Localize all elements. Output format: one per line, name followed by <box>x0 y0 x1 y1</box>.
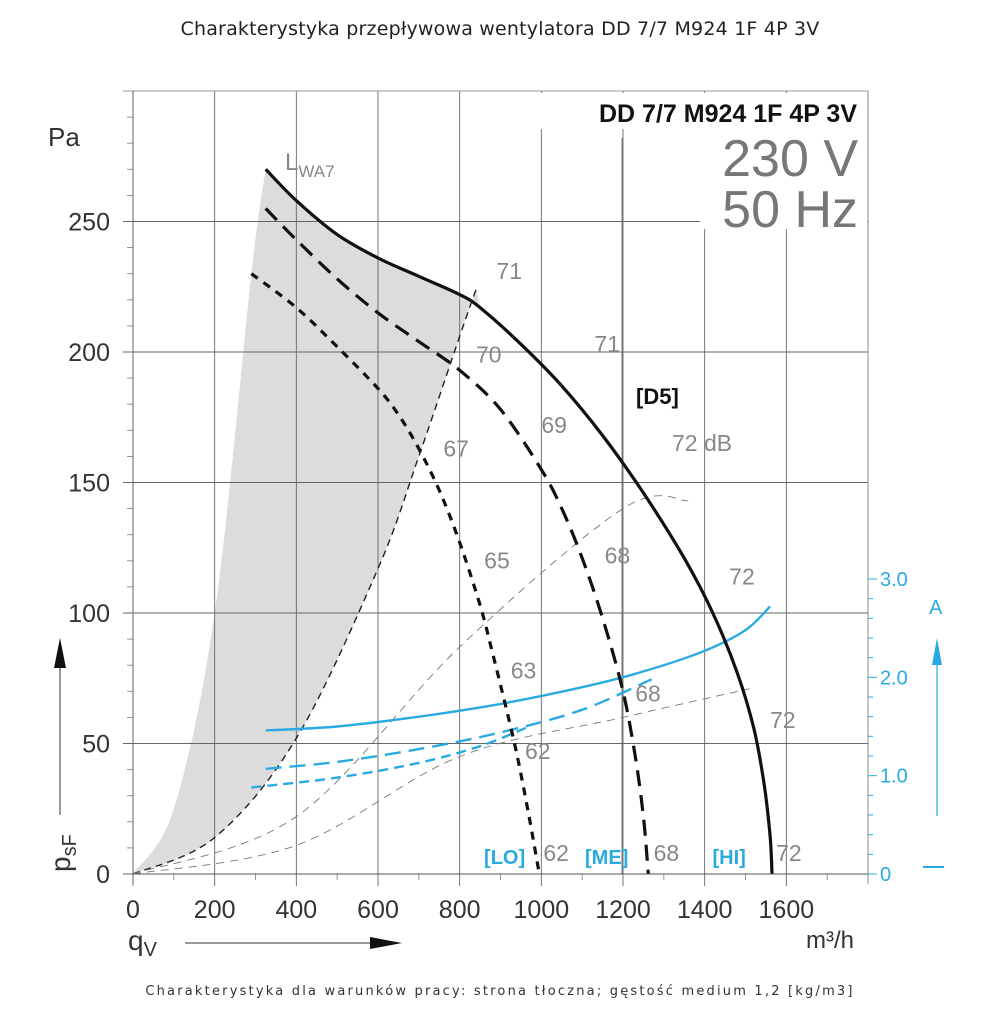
pressure-curve-me <box>264 207 650 875</box>
db-annotation: 65 <box>484 548 510 574</box>
y-tick-label: 150 <box>68 470 110 498</box>
x-tick-label: 1000 <box>514 896 570 924</box>
speed-label-hi: [HI] <box>713 847 746 869</box>
x-tick-label: 1400 <box>677 896 733 924</box>
lwa7-label-main: L <box>285 149 298 176</box>
curve-name-label: [D5] <box>636 384 679 409</box>
system-curve-2 <box>132 495 689 875</box>
y2-axis-arrow-head <box>932 638 942 665</box>
system-curves-layer <box>132 289 750 875</box>
system-curve-3 <box>132 688 750 875</box>
speed-label-me: [ME] <box>585 847 628 869</box>
x-tick-label: 200 <box>194 896 236 924</box>
lwa7-label-sub: WA7 <box>298 162 334 181</box>
model-name: DD 7/7 M924 1F 4P 3V <box>599 100 857 128</box>
db-annotation: 70 <box>476 341 502 367</box>
y2-tick-label: 2.0 <box>880 667 908 689</box>
x-tick-label: 400 <box>275 896 317 924</box>
x-tick-label: 1600 <box>759 896 815 924</box>
db-annotation: 68 <box>605 542 631 568</box>
x-tick-label: 1200 <box>595 896 651 924</box>
db-annotation: 72 <box>729 563 755 589</box>
db-annotation: 67 <box>443 435 469 461</box>
pressure-curve-lo <box>250 272 541 875</box>
pressure-curves-layer <box>250 168 774 875</box>
frequency-label: 50 Hz <box>722 181 858 239</box>
footnote: Charakterystyka dla warunków pracy: stro… <box>145 984 855 999</box>
pressure-curve-hi <box>264 168 774 875</box>
db-annotation: 68 <box>635 681 661 707</box>
axis-arrows <box>54 638 944 949</box>
x-axis-arrow-head <box>370 937 402 949</box>
y-tick-label: 100 <box>68 600 110 628</box>
system-curve-1 <box>132 289 477 875</box>
page-title: Charakterystyka przepływowa wentylatora … <box>180 18 820 40</box>
db-annotation: 69 <box>541 412 567 438</box>
speed-label-lo: [LO] <box>484 847 525 869</box>
db-annotation: 72 <box>776 840 802 866</box>
current-curve-me <box>265 678 653 770</box>
lwa7-label: LWA7 <box>285 149 335 181</box>
labels-layer: DD 7/7 M924 1F 4P 3V 230 V 50 Hz Pa m³/h… <box>45 100 943 961</box>
db-annotation: 63 <box>511 657 537 683</box>
x-tick-label: 0 <box>126 896 140 924</box>
operating-region <box>133 169 481 875</box>
x-unit-label: m³/h <box>806 927 854 954</box>
y-tick-label: 50 <box>82 731 110 759</box>
db-annotation: 62 <box>525 738 551 764</box>
y-tick-label: 250 <box>68 209 110 237</box>
y-axis-arrow-head <box>54 638 66 668</box>
db-annotation: 68 <box>654 840 680 866</box>
x-tick-label: 600 <box>357 896 399 924</box>
y-unit-label: Pa <box>48 122 80 152</box>
y-tick-label: 0 <box>96 861 110 889</box>
db-annotation: 71 <box>594 331 620 357</box>
y2-unit-label: A <box>929 597 943 619</box>
current-curves-layer <box>251 605 771 789</box>
axes-layer <box>123 90 877 886</box>
x-tick-label: 800 <box>439 896 481 924</box>
model-box-mask-2 <box>700 129 867 229</box>
operating-region-layer <box>133 169 481 875</box>
db-annotation: 72 dB <box>672 430 732 456</box>
x-axis-label: qV <box>128 925 158 961</box>
voltage-label: 230 V <box>722 130 858 188</box>
y-axis-label: psF <box>45 834 81 872</box>
db-annotation: 72 <box>770 707 796 733</box>
x-axis-label-sub: V <box>144 939 158 961</box>
y2-tick-label: 3.0 <box>880 569 908 591</box>
y-axis-label-main: p <box>45 856 76 872</box>
y2-tick-label: 0 <box>880 864 891 886</box>
current-curve-hi <box>265 605 771 732</box>
db-annotation: 71 <box>496 258 522 284</box>
model-box-mask-1 <box>540 93 867 129</box>
y2-tick-label: 1.0 <box>880 766 908 788</box>
current-curve-lo <box>251 725 530 789</box>
y-axis-label-sub: sF <box>59 834 81 856</box>
db-annotation: 62 <box>543 840 569 866</box>
x-axis-label-main: q <box>128 925 144 956</box>
y-tick-label: 200 <box>68 339 110 367</box>
